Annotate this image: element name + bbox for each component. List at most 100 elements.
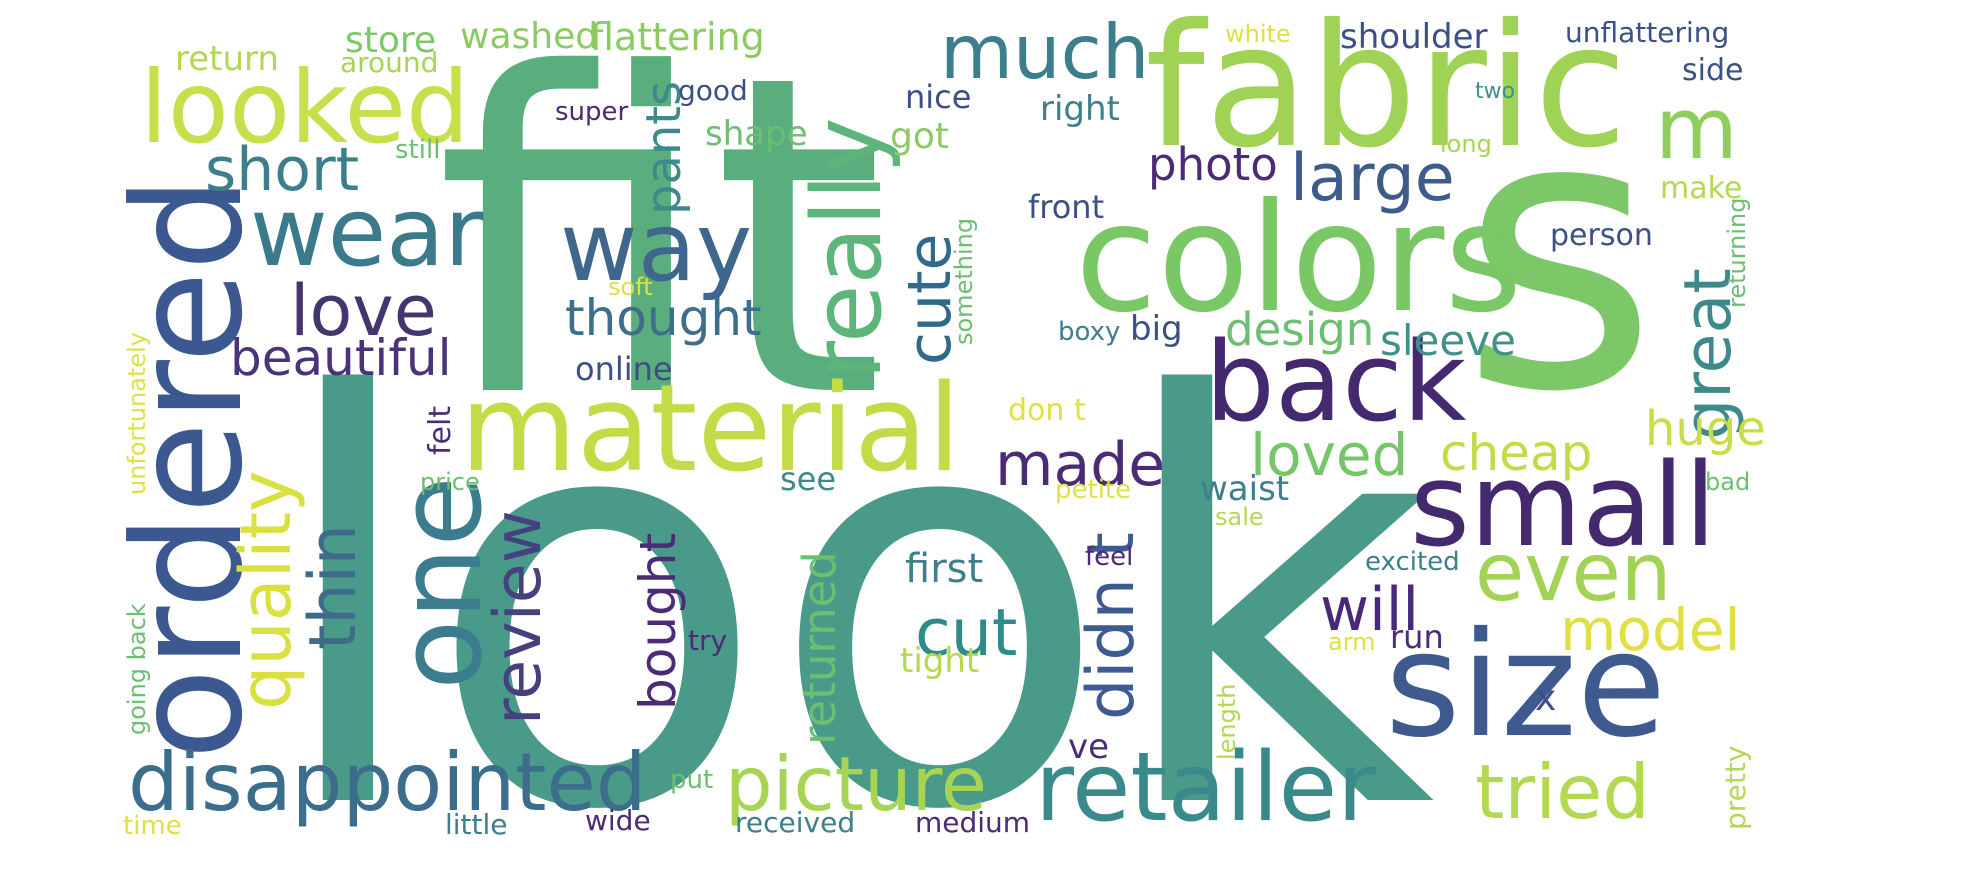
word-excited: excited — [1365, 547, 1460, 577]
word-m: m — [1655, 80, 1738, 179]
word-large: large — [1290, 141, 1455, 216]
word-still: still — [395, 135, 440, 165]
word-cheap: cheap — [1440, 424, 1592, 482]
word-little: little — [445, 808, 508, 841]
word-retailer: retailer — [1035, 733, 1377, 843]
word-looked: looked — [140, 49, 470, 166]
word-sale: sale — [1215, 503, 1264, 531]
word-sleeve: sleeve — [1380, 316, 1516, 365]
word-around: around — [340, 46, 438, 79]
word-return: return — [175, 39, 279, 79]
word-put: put — [670, 765, 713, 795]
word-bought: bought — [629, 533, 687, 710]
word-unfortunately: unfortunately — [123, 332, 151, 495]
word-picture: picture — [725, 740, 987, 828]
word-colors: colors — [1075, 172, 1523, 346]
word-online: online — [575, 350, 673, 388]
word-long: long — [1440, 130, 1492, 158]
word-will: will — [1320, 575, 1419, 645]
word-length: length — [1213, 684, 1241, 761]
word-loved: loved — [1250, 421, 1408, 489]
word-way: way — [560, 193, 752, 303]
word-arm: arm — [1328, 628, 1376, 656]
word-didn-t: didn t — [1074, 532, 1149, 720]
word-huge: huge — [1645, 401, 1766, 457]
word-cute: cute — [895, 234, 965, 365]
word-felt: felt — [423, 406, 458, 455]
word-received: received — [735, 806, 855, 839]
word-look: look — [270, 281, 1435, 872]
word-returning: returning — [1723, 198, 1751, 309]
word-returned: returned — [793, 551, 846, 745]
word-much: much — [940, 8, 1149, 96]
word-front: front — [1028, 188, 1104, 226]
word-store: store — [345, 20, 436, 61]
word-waist: waist — [1200, 469, 1289, 509]
word-quality: quality — [225, 471, 307, 710]
word-soft: soft — [608, 273, 653, 301]
word-something: something — [950, 218, 978, 345]
word-big: big — [1130, 309, 1183, 349]
word-x: x — [1535, 678, 1556, 719]
word-made: made — [995, 430, 1165, 500]
word-price: price — [420, 468, 480, 496]
word-side: side — [1682, 53, 1743, 88]
word-shape: shape — [705, 114, 808, 154]
word-short: short — [205, 135, 359, 205]
word-photo: photo — [1148, 138, 1278, 191]
word-right: right — [1040, 89, 1120, 129]
word-super: super — [555, 97, 629, 127]
word-review: review — [481, 510, 556, 725]
word-make: make — [1660, 171, 1742, 206]
word-don-t: don t — [1008, 393, 1086, 428]
word-ordered: ordered — [102, 176, 276, 760]
word-feel: feel — [1085, 542, 1133, 572]
word-see: see — [780, 460, 836, 498]
word-disappointed: disappointed — [128, 736, 647, 829]
word-wide: wide — [585, 804, 651, 837]
word-petite: petite — [1055, 475, 1131, 505]
word-run: run — [1390, 618, 1444, 656]
word-fabric: fabric — [1145, 0, 1628, 186]
word-material: material — [460, 360, 961, 499]
word-wear: wear — [250, 178, 484, 288]
word-got: got — [890, 116, 949, 157]
word-time: time — [123, 811, 182, 841]
word-beautiful: beautiful — [230, 329, 452, 387]
word-thin: thin — [296, 524, 371, 650]
word-one: one — [374, 476, 508, 690]
word-great: great — [1671, 268, 1746, 440]
word-flattering: flattering — [590, 15, 765, 59]
word-back: back — [1205, 318, 1467, 446]
word-try: try — [688, 624, 727, 657]
word-model: model — [1560, 596, 1741, 664]
word-tight: tight — [900, 641, 979, 681]
word-washed: washed — [460, 16, 598, 57]
word-shoulder: shoulder — [1340, 17, 1488, 57]
word-two: two — [1475, 79, 1515, 104]
word-fit: fit — [435, 0, 885, 494]
word-thought: thought — [565, 289, 762, 347]
word-person: person — [1550, 218, 1653, 253]
word-pants: pants — [636, 81, 692, 215]
word-love: love — [290, 270, 437, 352]
word-medium: medium — [915, 806, 1030, 839]
word-pretty: pretty — [1719, 746, 1752, 830]
word-design: design — [1225, 303, 1374, 356]
word-ve: ve — [1068, 727, 1109, 767]
word-small: small — [1410, 439, 1716, 573]
word-first: first — [905, 546, 983, 592]
word-unflattering: unflattering — [1565, 16, 1729, 49]
word-tried: tried — [1475, 748, 1650, 836]
word-nice: nice — [905, 78, 971, 116]
word-cut: cut — [915, 596, 1017, 671]
word-size: size — [1385, 601, 1666, 770]
word-going-back: going back — [123, 603, 151, 735]
word-s: s — [1460, 32, 1658, 475]
word-good: good — [678, 74, 748, 107]
word-really: really — [793, 117, 903, 380]
word-boxy: boxy — [1058, 317, 1120, 347]
word-even: even — [1475, 526, 1671, 619]
word-white: white — [1225, 20, 1291, 48]
